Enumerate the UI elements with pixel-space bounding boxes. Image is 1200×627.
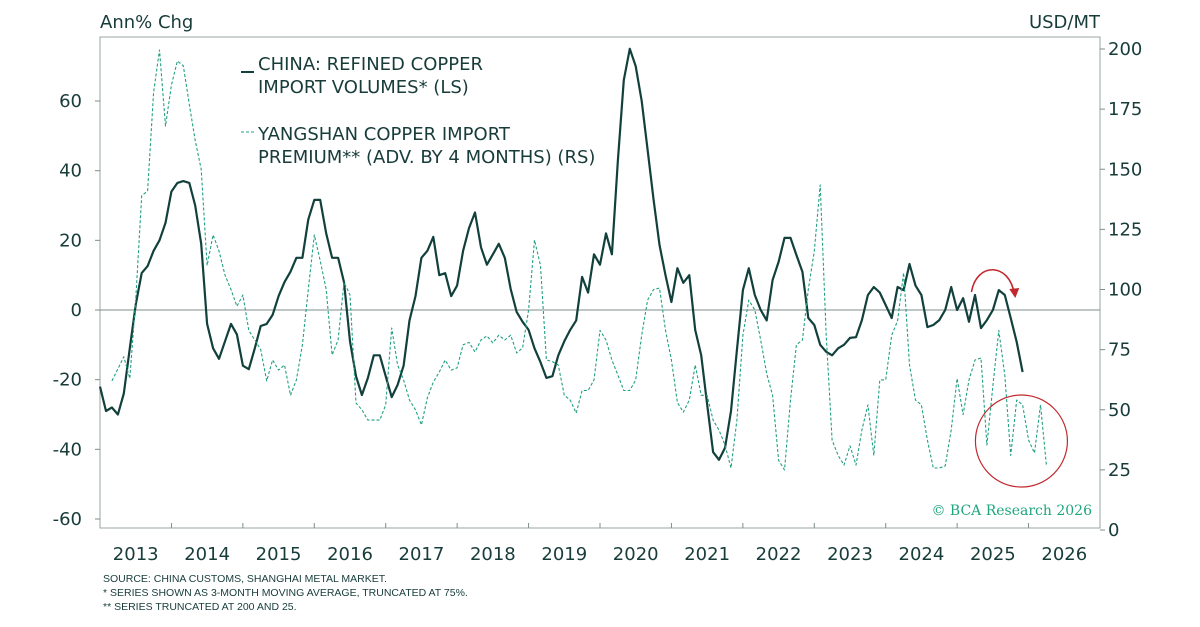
left-tick-label: -40 bbox=[53, 439, 82, 460]
legend-label-volumes-2: IMPORT VOLUMES* (LS) bbox=[258, 77, 469, 98]
x-tick-label: 2015 bbox=[256, 544, 302, 565]
right-tick-label: 100 bbox=[1108, 280, 1142, 301]
left-tick-label: -60 bbox=[53, 509, 82, 530]
annotation-arrowhead-icon bbox=[1009, 288, 1020, 298]
left-tick-label: 40 bbox=[59, 161, 82, 182]
plot-frame bbox=[99, 36, 1101, 529]
x-tick-label: 2026 bbox=[1041, 544, 1087, 565]
right-tick-label: 150 bbox=[1108, 159, 1142, 180]
legend-label-premium-2: PREMIUM** (ADV. BY 4 MONTHS) (RS) bbox=[258, 147, 595, 168]
x-tick-label: 2013 bbox=[113, 544, 159, 565]
right-tick-label: 25 bbox=[1108, 460, 1131, 481]
left-tick-label: 60 bbox=[59, 91, 82, 112]
x-tick-label: 2016 bbox=[327, 544, 373, 565]
x-tick-label: 2017 bbox=[399, 544, 445, 565]
right-tick-label: 200 bbox=[1108, 39, 1142, 60]
x-tick-label: 2019 bbox=[541, 544, 587, 565]
right-tick-label: 50 bbox=[1108, 400, 1131, 421]
left-tick-label: -20 bbox=[53, 370, 82, 391]
annotation-circle bbox=[974, 394, 1069, 488]
series-import-volumes-line bbox=[98, 47, 1024, 461]
annotation-arrow bbox=[970, 268, 1016, 295]
x-tick-label: 2020 bbox=[613, 544, 659, 565]
footnote-source: SOURCE: CHINA CUSTOMS, SHANGHAI METAL MA… bbox=[103, 573, 387, 585]
x-tick-label: 2023 bbox=[827, 544, 873, 565]
x-tick-label: 2021 bbox=[684, 544, 730, 565]
right-tick-label: 0 bbox=[1108, 520, 1119, 541]
footnote-2: ** SERIES TRUNCATED AT 200 AND 25. bbox=[103, 601, 297, 613]
right-tick-label: 175 bbox=[1108, 99, 1142, 120]
right-axis-title: USD/MT bbox=[1029, 12, 1101, 33]
legend-label-volumes-1: CHINA: REFINED COPPER bbox=[258, 54, 483, 75]
right-tick-label: 75 bbox=[1108, 340, 1131, 361]
x-tick-label: 2022 bbox=[756, 544, 802, 565]
legend-label-premium-1: YANGSHAN COPPER IMPORT bbox=[257, 124, 511, 145]
watermark: © BCA Research 2026 bbox=[931, 503, 1092, 519]
right-tick-label: 125 bbox=[1108, 219, 1142, 240]
x-tick-label: 2025 bbox=[970, 544, 1016, 565]
series-import-premium-line bbox=[111, 49, 1047, 471]
left-tick-label: 20 bbox=[59, 230, 82, 251]
footnote-1: * SERIES SHOWN AS 3-MONTH MOVING AVERAGE… bbox=[103, 587, 468, 599]
x-tick-label: 2024 bbox=[899, 544, 945, 565]
x-tick-label: 2018 bbox=[470, 544, 516, 565]
left-tick-label: 0 bbox=[71, 300, 82, 321]
left-axis-title: Ann% Chg bbox=[100, 12, 193, 33]
x-tick-label: 2014 bbox=[184, 544, 230, 565]
